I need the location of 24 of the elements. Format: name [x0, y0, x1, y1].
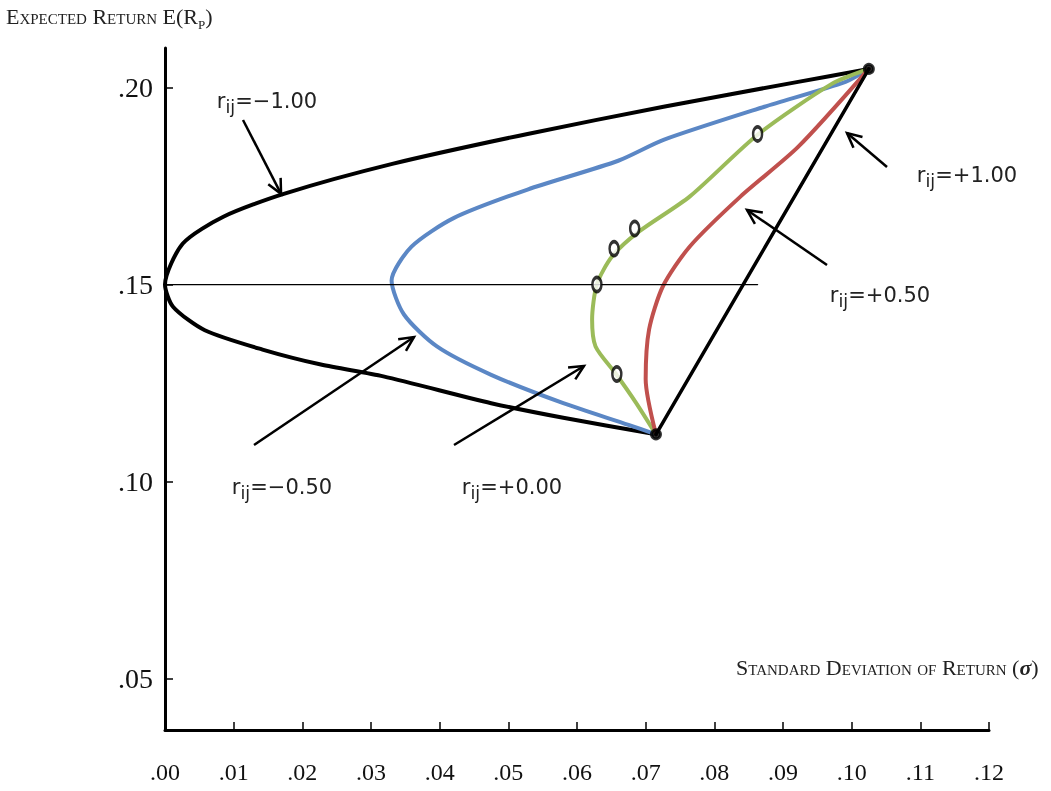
- x-axis-title: Standard Deviation of Return (σ): [736, 655, 1039, 681]
- annotation: r$_{ij}$=−1.00: [216, 88, 318, 118]
- annotation: r$_{ij}$=−0.50: [231, 474, 333, 504]
- annotation: r$_{ij}$=+0.50: [829, 282, 931, 312]
- x-tick-label: .08: [699, 759, 730, 785]
- x-tick-label: .03: [356, 759, 386, 785]
- x-tick-label: .09: [768, 759, 798, 785]
- annotation: r$_{ij}$=+0.00: [461, 474, 563, 504]
- y-tick-label: .15: [118, 269, 153, 301]
- x-tick-label: .04: [424, 759, 455, 785]
- y-tick-label: .10: [118, 466, 153, 498]
- x-tick-label: .10: [836, 759, 867, 785]
- y-tick-label: .20: [118, 71, 153, 103]
- y-tick-label: .05: [118, 663, 153, 695]
- y-axis-title: Expected Return E(R$_{p}$): [6, 4, 213, 35]
- x-tick-label: .12: [974, 759, 1004, 785]
- x-tick-label: .11: [905, 759, 935, 785]
- annotation: r$_{ij}$=+1.00: [916, 162, 1018, 192]
- x-tick-label: .05: [493, 759, 524, 785]
- x-tick-label: .02: [287, 759, 318, 785]
- x-tick-label: .07: [630, 759, 661, 785]
- x-tick-label: .01: [218, 759, 249, 785]
- x-tick-label: .06: [562, 759, 592, 785]
- x-tick-label: .00: [150, 759, 180, 785]
